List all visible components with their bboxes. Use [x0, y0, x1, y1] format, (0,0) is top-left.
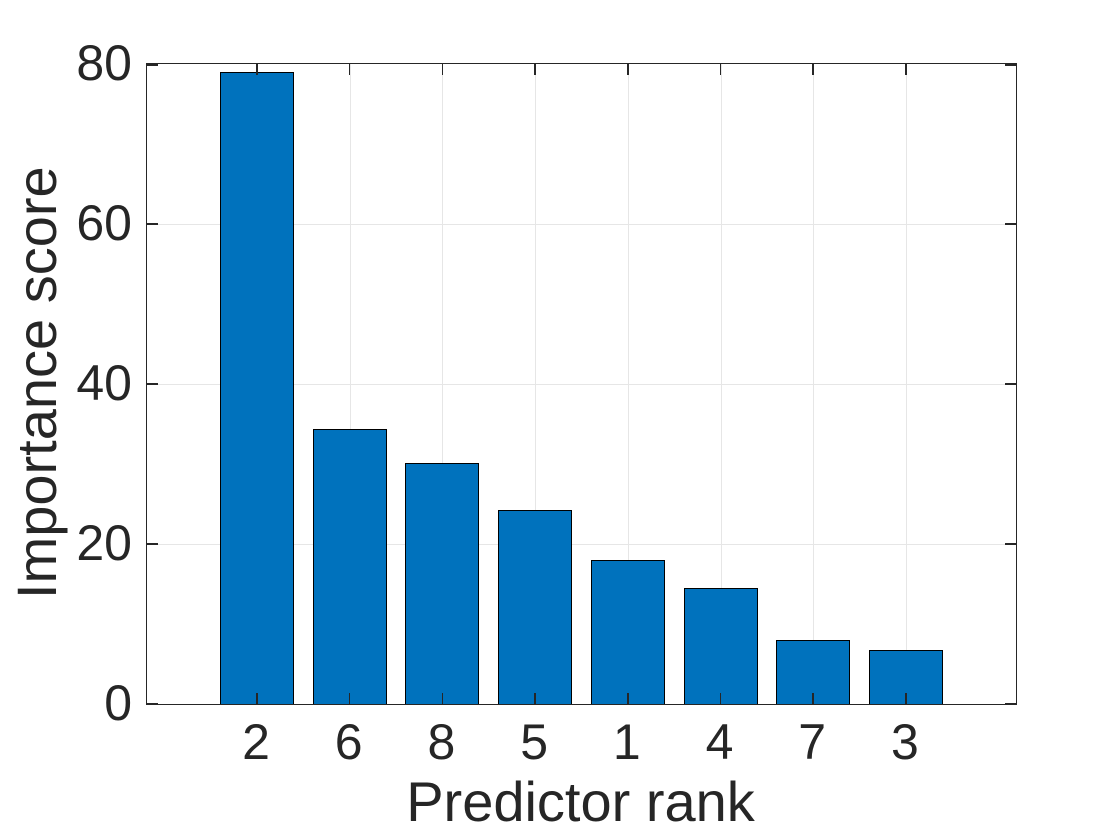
x-tick-label-7: 7	[798, 714, 827, 770]
v-gridline-5	[535, 64, 537, 704]
bar-rank-2	[220, 72, 294, 704]
y-tick-label-0: 0	[104, 675, 132, 731]
x-axis-label: Predictor rank	[406, 770, 755, 833]
bottom-tick-7	[812, 693, 814, 704]
bottom-tick-3	[905, 693, 907, 704]
top-tick-2	[256, 64, 258, 75]
x-tick-label-1: 1	[612, 714, 641, 770]
top-tick-6	[348, 64, 351, 75]
top-tick-3	[905, 64, 907, 75]
right-tick-0	[1005, 702, 1016, 704]
h-gridline-20	[147, 544, 1016, 545]
left-tick-20	[147, 543, 158, 545]
y-tick-label-40: 40	[76, 355, 132, 411]
x-tick-label-6: 6	[334, 714, 363, 770]
left-tick-40	[147, 383, 158, 385]
top-tick-8	[441, 64, 444, 75]
bar-rank-8	[405, 463, 480, 704]
v-gridline-8	[442, 64, 444, 704]
bar-rank-1	[590, 560, 665, 704]
left-tick-80	[147, 64, 158, 66]
v-gridline-6	[349, 64, 351, 704]
v-gridline-4	[720, 64, 722, 704]
bottom-tick-2	[256, 693, 258, 704]
v-gridline-7	[813, 64, 815, 704]
x-tick-label-8: 8	[427, 714, 456, 770]
left-tick-60	[147, 223, 158, 225]
v-gridline-1	[627, 64, 629, 704]
top-tick-7	[812, 64, 814, 75]
plot-area	[146, 63, 1017, 705]
x-tick-label-5: 5	[520, 714, 548, 770]
bottom-tick-1	[627, 693, 629, 704]
x-tick-label-3: 3	[890, 714, 919, 770]
right-tick-20	[1005, 543, 1016, 545]
x-tick-label-4: 4	[705, 714, 734, 770]
bottom-tick-8	[441, 693, 444, 704]
bottom-tick-5	[534, 693, 536, 704]
right-tick-40	[1005, 383, 1016, 385]
bar-rank-5	[498, 509, 573, 704]
bar-rank-6	[312, 428, 387, 704]
h-gridline-60	[147, 224, 1016, 225]
x-tick-label-2: 2	[242, 714, 270, 770]
right-tick-80	[1005, 64, 1016, 66]
y-tick-label-80: 80	[76, 35, 132, 91]
bar-rank-4	[683, 588, 758, 704]
h-gridline-40	[147, 384, 1016, 385]
y-tick-label-60: 60	[76, 195, 132, 251]
left-tick-0	[147, 702, 158, 704]
top-tick-5	[534, 64, 536, 75]
bottom-tick-6	[348, 693, 351, 704]
y-tick-label-20: 20	[76, 515, 132, 571]
top-tick-1	[627, 64, 629, 75]
bottom-tick-4	[719, 693, 722, 704]
top-tick-4	[719, 64, 722, 75]
v-gridline-3	[905, 64, 907, 704]
right-tick-60	[1005, 223, 1016, 225]
